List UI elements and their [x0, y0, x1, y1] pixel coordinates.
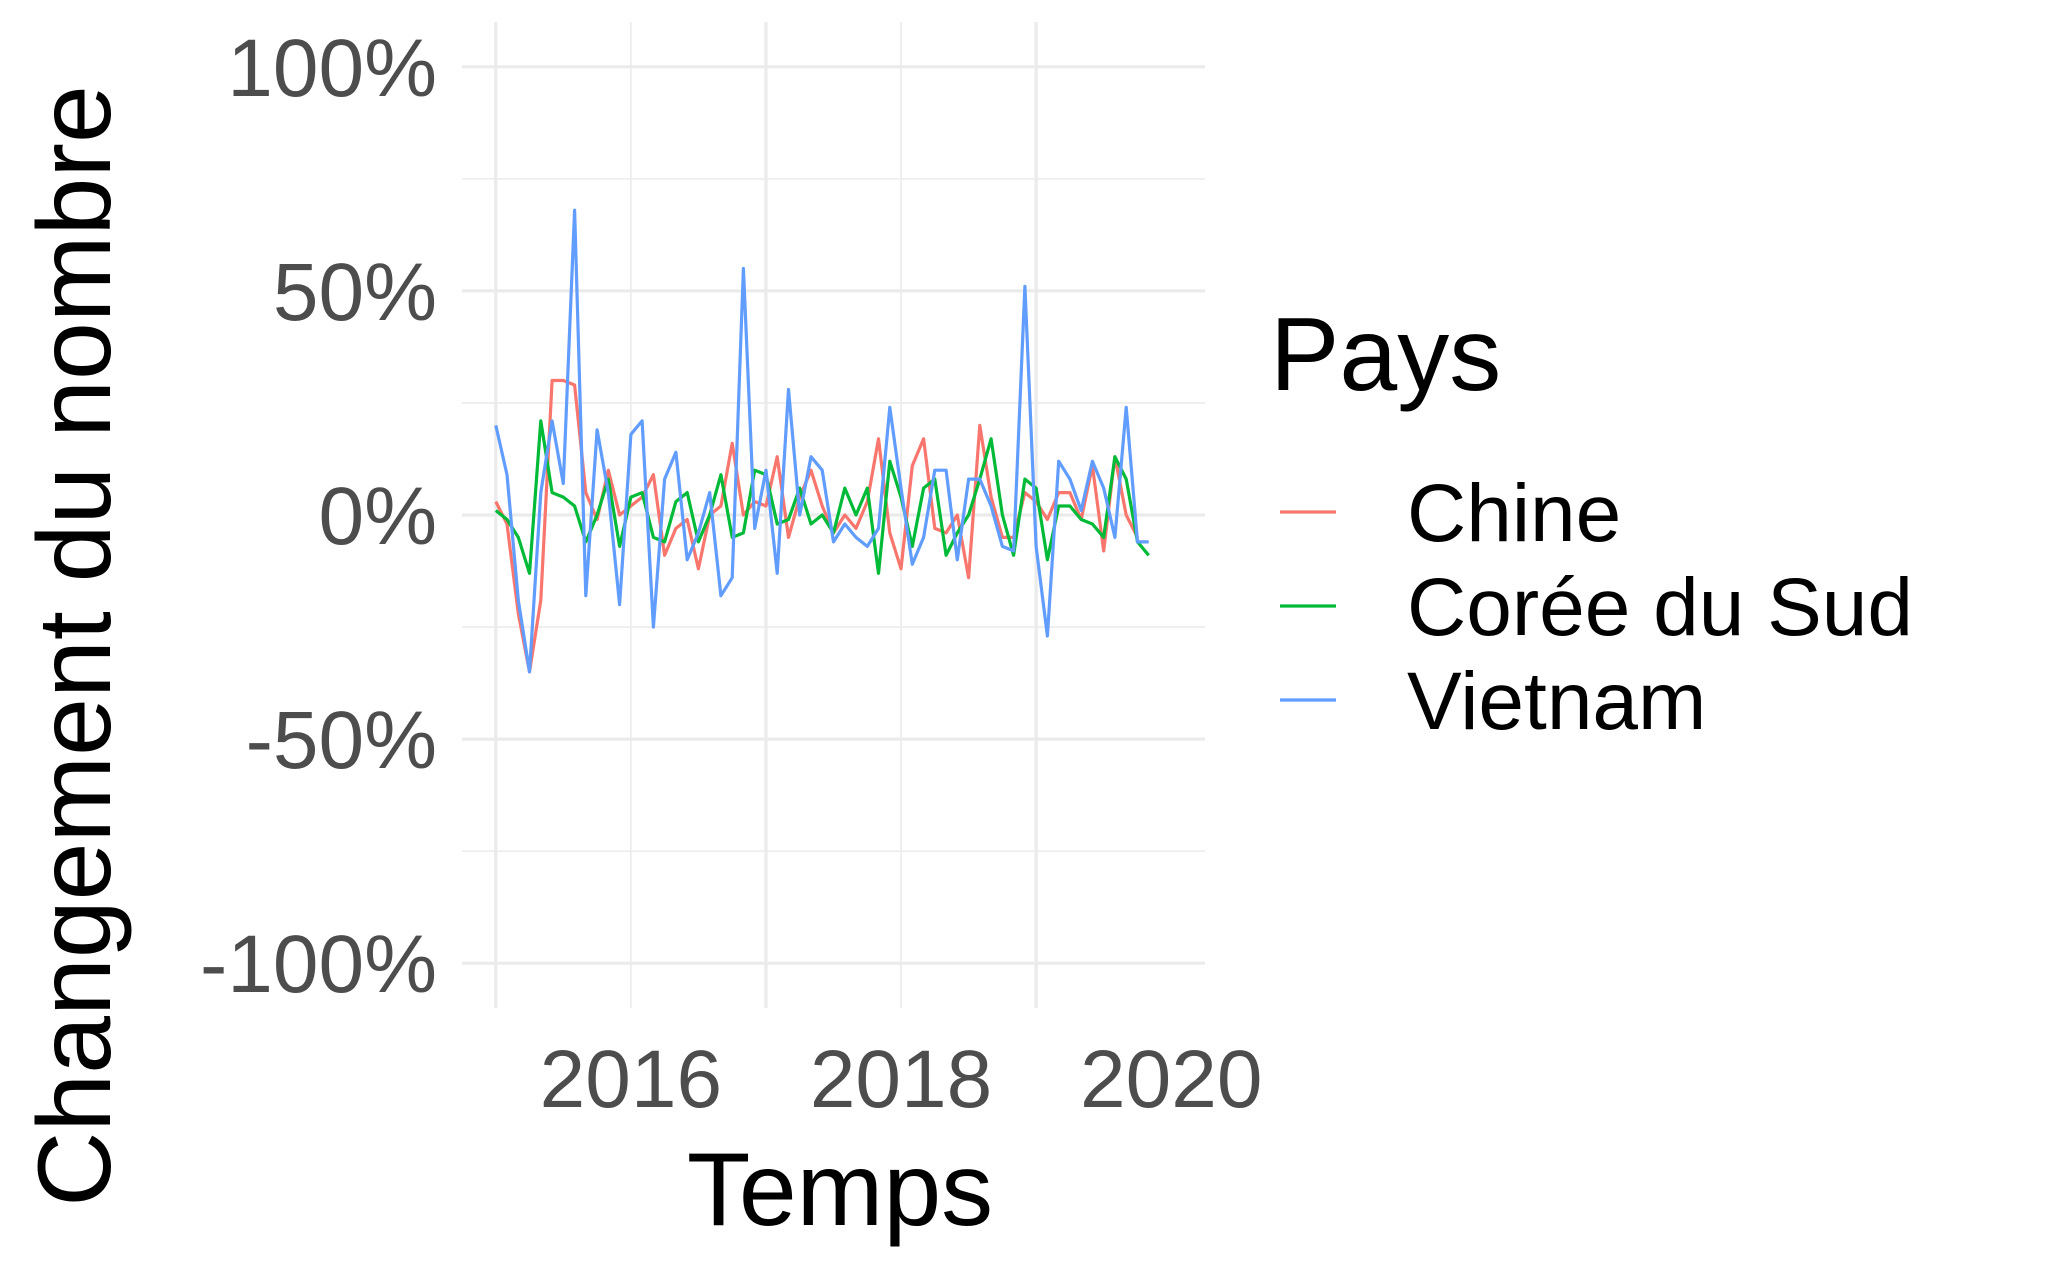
legend-label: Corée du Sud	[1407, 562, 1913, 653]
y-tick-label: 50%	[273, 247, 437, 338]
y-tick-label: -50%	[246, 695, 437, 786]
y-axis-ticks: -100% -50% 0% 50% 100%	[200, 23, 437, 1010]
y-tick-label: 100%	[227, 23, 437, 114]
x-tick-label: 2018	[810, 1034, 992, 1125]
legend-title: Pays	[1270, 297, 1501, 413]
y-axis-title: Changement du nombre	[17, 85, 133, 1207]
x-tick-label: 2016	[540, 1034, 722, 1125]
series-line-vietnam	[494, 208, 1149, 674]
legend-label: Vietnam	[1407, 656, 1706, 747]
y-tick-label: -100%	[200, 919, 437, 1010]
grid	[462, 22, 1205, 1008]
legend-label: Chine	[1407, 468, 1621, 559]
x-axis-ticks: 2016 2018 2020	[540, 1034, 1263, 1125]
y-tick-label: 0%	[318, 471, 437, 562]
series-line-cor-e-du-sud	[494, 419, 1150, 575]
series-lines	[494, 208, 1150, 674]
x-tick-label: 2020	[1080, 1034, 1262, 1125]
x-axis-title: Temps	[687, 1132, 993, 1248]
